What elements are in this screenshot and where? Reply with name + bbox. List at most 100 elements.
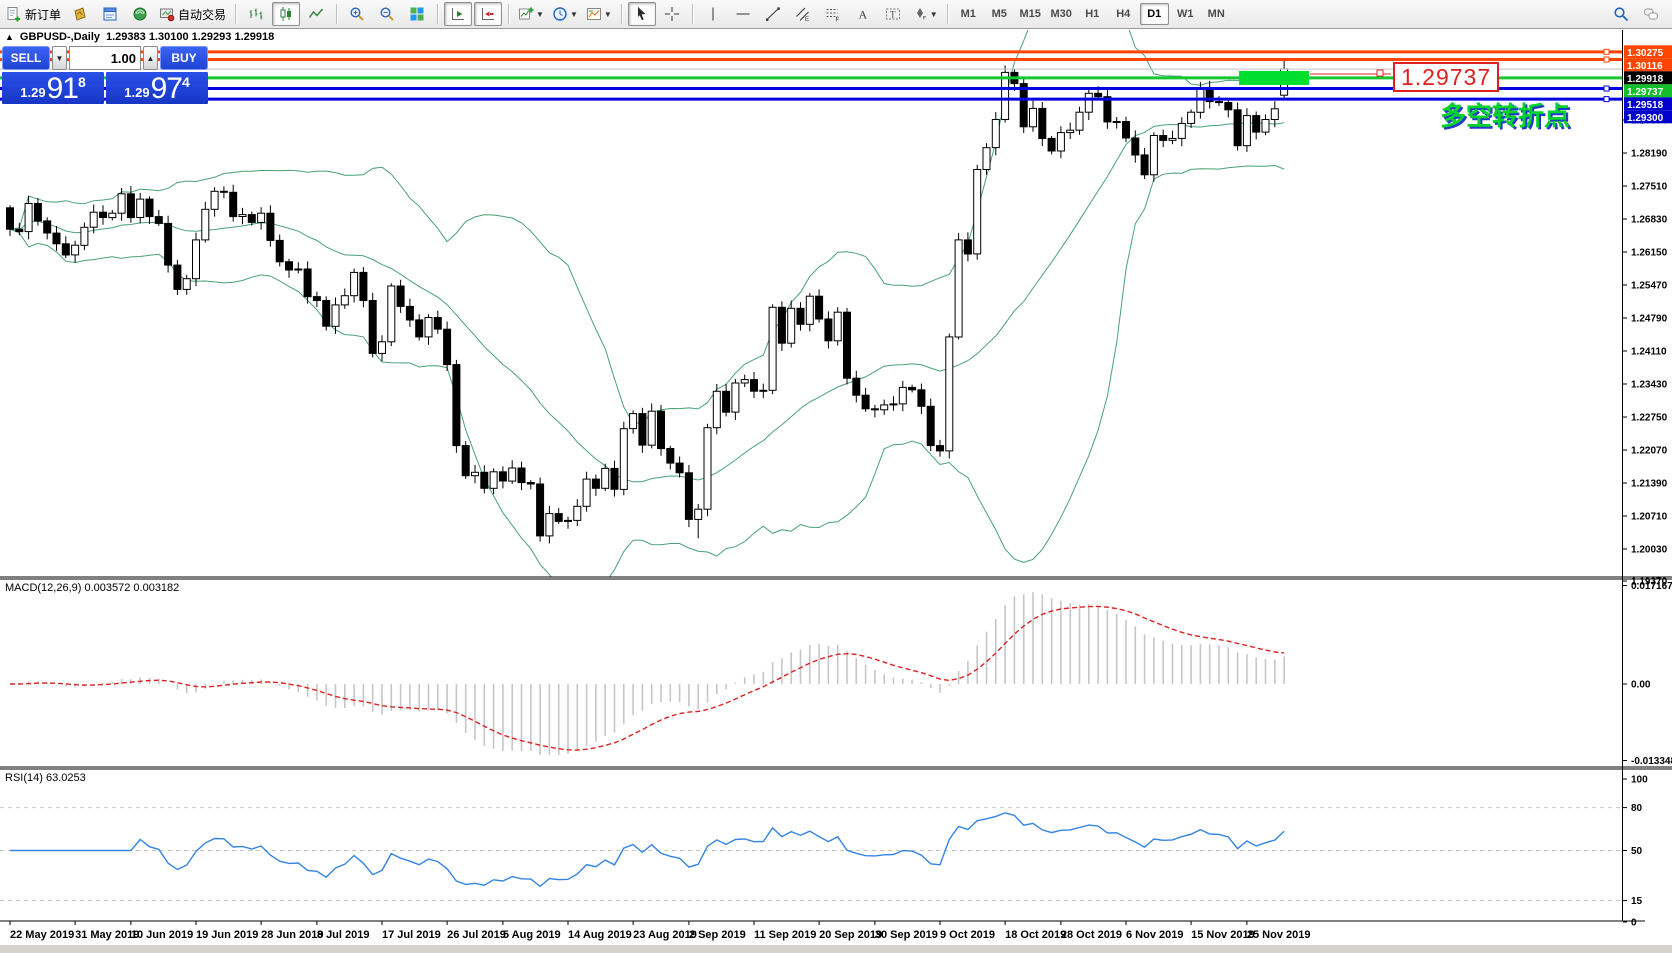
price-tick: 1.19370 <box>1631 577 1668 588</box>
line-handle[interactable] <box>1603 56 1610 63</box>
price-tick: 1.20710 <box>1631 512 1668 523</box>
auto-scroll-icon <box>452 8 465 20</box>
svg-text:F: F <box>835 18 839 23</box>
buy-button[interactable]: BUY <box>160 46 208 70</box>
volume-decrease-button[interactable]: ▼ <box>52 46 67 70</box>
line-handle[interactable] <box>1603 48 1610 55</box>
price-callout[interactable]: 1.29737 <box>1393 62 1500 92</box>
fibonacci-button[interactable]: F <box>819 2 847 26</box>
crosshair-button[interactable] <box>658 2 686 26</box>
highlight-zone[interactable] <box>1239 70 1309 85</box>
line-handle[interactable] <box>1603 85 1610 92</box>
text-button[interactable]: A <box>849 2 877 26</box>
toolbar-separator <box>437 4 439 24</box>
timeframe-m1[interactable]: M1 <box>960 8 976 20</box>
macd-tick: -0.013348 <box>1631 756 1672 767</box>
price-tag <box>1624 97 1672 111</box>
periods-button[interactable]: ▼ <box>549 2 581 26</box>
horizontal-line-button[interactable] <box>729 2 757 26</box>
price-tick: 1.26150 <box>1631 248 1668 259</box>
date-label: 20 Sep 2019 <box>819 929 882 941</box>
timeframe-h4[interactable]: H4 <box>1116 8 1131 20</box>
navigator-button[interactable] <box>126 2 154 26</box>
data-window-button[interactable] <box>96 2 124 26</box>
templates-button[interactable]: ▼ <box>583 2 615 26</box>
chart-shift-icon <box>482 8 495 20</box>
horizontal-line-icon <box>736 13 750 15</box>
toolbar-separator <box>336 4 338 24</box>
price-tag <box>1624 84 1672 98</box>
macd-tick: 0.017167 <box>1631 581 1672 592</box>
channel-icon: E <box>795 7 809 22</box>
price-tag-value: 1.30275 <box>1627 48 1664 59</box>
date-label: 31 May 2019 <box>75 929 139 941</box>
timeframe-mn[interactable]: MN <box>1207 8 1225 20</box>
svg-text:E: E <box>805 17 809 22</box>
auto-scroll-button[interactable] <box>444 2 473 26</box>
new-order-label: 新订单 <box>25 7 62 22</box>
navigator-icon <box>133 7 147 21</box>
line-handle[interactable] <box>1603 96 1610 103</box>
price-scale[interactable]: 1.288701.281901.275101.268301.261501.254… <box>1623 45 1672 929</box>
ask-price-display[interactable]: 1.29 97 4 <box>106 72 208 104</box>
search-button[interactable] <box>1607 2 1635 26</box>
tile-windows-icon <box>410 7 424 21</box>
price-tag-value: 1.30116 <box>1627 61 1663 72</box>
date-label: 30 Sep 2019 <box>875 929 938 941</box>
chart-shift-button[interactable] <box>474 2 503 26</box>
trendline-button[interactable] <box>759 2 787 26</box>
timeframe-h1[interactable]: H1 <box>1085 8 1100 20</box>
template-icon <box>586 8 601 20</box>
date-label: 8 Jul 2019 <box>317 929 370 941</box>
arrows-icon <box>916 8 927 20</box>
toolbar: 新订单 自动交易 <box>0 0 1672 29</box>
equidistant-channel-button[interactable]: E <box>789 2 817 26</box>
bid-price-display[interactable]: 1.29 91 8 <box>2 72 104 104</box>
text-label-button[interactable]: T <box>879 2 907 26</box>
zoom-out-button[interactable] <box>373 2 401 26</box>
chart-ohlc-values: 1.29383 1.30100 1.29293 1.29918 <box>106 31 275 43</box>
vertical-line-button[interactable] <box>699 2 727 26</box>
macd-plot <box>10 592 1285 755</box>
turning-point-note[interactable]: 多空转折点 <box>1440 101 1571 131</box>
chat-button[interactable] <box>1637 2 1665 26</box>
price-tick: 1.22750 <box>1631 413 1668 424</box>
chevron-down-icon: ▼ <box>536 9 544 19</box>
volume-increase-button[interactable]: ▲ <box>143 46 158 70</box>
clock-icon <box>553 7 567 21</box>
timeframe-w1[interactable]: W1 <box>1176 8 1194 20</box>
cursor-icon <box>637 7 646 21</box>
market-watch-button[interactable] <box>66 2 94 26</box>
price-tag-value: 1.29300 <box>1627 113 1664 124</box>
volume-input[interactable] <box>69 46 141 70</box>
line-chart-button[interactable] <box>302 2 330 26</box>
date-label: 14 Aug 2019 <box>568 929 632 941</box>
timeframe-m5[interactable]: M5 <box>991 8 1007 20</box>
zoom-in-button[interactable] <box>343 2 371 26</box>
new-chart-button[interactable]: ▼ <box>515 2 547 26</box>
collapse-icon[interactable]: ▲ <box>5 32 14 42</box>
price-tick: 1.24790 <box>1631 314 1668 325</box>
candles <box>6 60 1289 544</box>
price-tag <box>1624 58 1672 72</box>
timeframe-m15[interactable]: M15 <box>1019 8 1041 20</box>
timeframe-d1[interactable]: D1 <box>1139 3 1169 25</box>
tile-windows-button[interactable] <box>403 2 431 26</box>
ask-price-pipette: 4 <box>181 74 190 90</box>
search-icon <box>1614 7 1629 22</box>
bar-chart-icon <box>249 8 263 20</box>
new-order-button[interactable]: 新订单 <box>3 2 64 26</box>
arrows-button[interactable]: ▼ <box>909 2 941 26</box>
autotrading-button[interactable]: 自动交易 <box>156 2 229 26</box>
bar-chart-button[interactable] <box>242 2 270 26</box>
date-label: 5 Aug 2019 <box>503 929 561 941</box>
cursor-button[interactable] <box>627 2 656 26</box>
timeframe-m30[interactable]: M30 <box>1050 8 1072 20</box>
candlestick-button[interactable] <box>272 2 301 26</box>
sell-button[interactable]: SELL <box>2 46 50 70</box>
date-label: 25 Nov 2019 <box>1247 929 1311 941</box>
text-icon: A <box>858 8 867 22</box>
